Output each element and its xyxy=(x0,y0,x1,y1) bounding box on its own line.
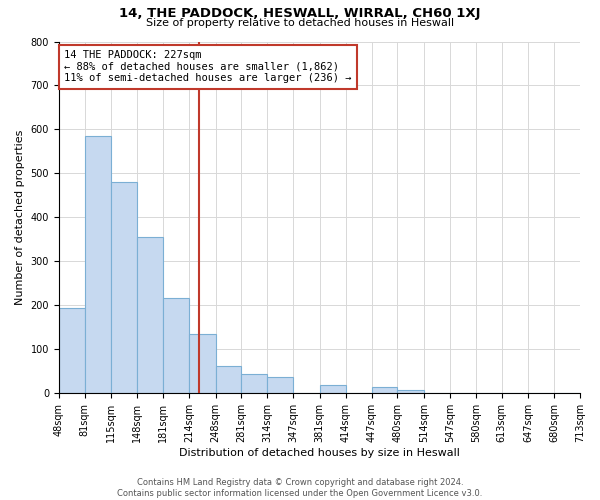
Bar xyxy=(320,386,346,393)
Bar xyxy=(267,376,293,393)
Bar xyxy=(241,374,267,393)
Bar xyxy=(189,334,215,393)
Bar xyxy=(85,136,111,393)
Bar xyxy=(111,182,137,393)
Bar xyxy=(371,387,397,393)
X-axis label: Distribution of detached houses by size in Heswall: Distribution of detached houses by size … xyxy=(179,448,460,458)
Text: 14, THE PADDOCK, HESWALL, WIRRAL, CH60 1XJ: 14, THE PADDOCK, HESWALL, WIRRAL, CH60 1… xyxy=(119,8,481,20)
Bar xyxy=(215,366,241,393)
Bar xyxy=(137,237,163,393)
Bar xyxy=(59,308,85,393)
Text: 14 THE PADDOCK: 227sqm
← 88% of detached houses are smaller (1,862)
11% of semi-: 14 THE PADDOCK: 227sqm ← 88% of detached… xyxy=(64,50,352,84)
Text: Size of property relative to detached houses in Heswall: Size of property relative to detached ho… xyxy=(146,18,454,28)
Bar xyxy=(163,298,189,393)
Y-axis label: Number of detached properties: Number of detached properties xyxy=(15,130,25,305)
Text: Contains HM Land Registry data © Crown copyright and database right 2024.
Contai: Contains HM Land Registry data © Crown c… xyxy=(118,478,482,498)
Bar xyxy=(397,390,424,393)
